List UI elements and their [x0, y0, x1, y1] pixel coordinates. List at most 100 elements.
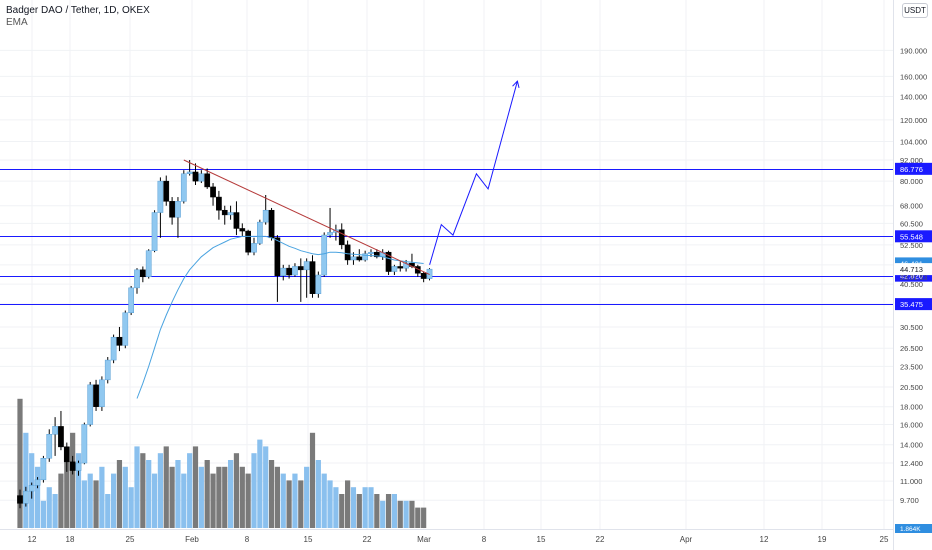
candle[interactable]	[338, 223, 345, 250]
candle[interactable]	[414, 264, 421, 277]
candle[interactable]	[385, 250, 392, 276]
descending-trendline[interactable]	[183, 159, 430, 275]
price-tick-label: 14.000	[900, 441, 923, 450]
candle[interactable]	[292, 263, 298, 277]
date-tick-label: 22	[363, 535, 372, 544]
volume-bar	[345, 480, 351, 528]
candle[interactable]	[134, 268, 140, 294]
candle[interactable]	[81, 422, 88, 465]
candle[interactable]	[379, 249, 386, 260]
candle[interactable]	[227, 205, 234, 220]
candle[interactable]	[157, 177, 164, 238]
candle[interactable]	[110, 334, 117, 364]
candle[interactable]	[280, 264, 287, 281]
candle[interactable]	[163, 175, 170, 206]
candle[interactable]	[391, 264, 398, 276]
candle[interactable]	[321, 232, 328, 277]
candle[interactable]	[239, 223, 246, 237]
candle[interactable]	[420, 271, 427, 283]
candle[interactable]	[309, 255, 316, 298]
volume-bar	[122, 466, 128, 528]
candle[interactable]	[69, 455, 76, 475]
candle[interactable]	[93, 379, 99, 411]
candle[interactable]	[221, 205, 228, 225]
candle[interactable]	[104, 357, 111, 384]
candle[interactable]	[233, 201, 240, 236]
date-tick-label: 12	[760, 535, 769, 544]
symbol-title[interactable]: Badger DAO / Tether, 1D, OKEX	[6, 5, 150, 16]
candle[interactable]	[17, 489, 23, 509]
candle-body	[145, 250, 152, 278]
candle[interactable]	[28, 482, 35, 499]
chart-legend[interactable]: Badger DAO / Tether, 1D, OKEX EMA	[6, 5, 150, 29]
projection-arrow-path[interactable]	[429, 80, 518, 265]
volume-bar	[245, 473, 251, 528]
volume-bar	[93, 480, 99, 528]
candle-body	[40, 458, 47, 481]
candle[interactable]	[245, 229, 252, 256]
volume-tag-bg	[895, 524, 932, 533]
candle[interactable]	[274, 235, 281, 302]
time-axis[interactable]: 12 18 25 Feb 8 15 22 Mar 8 15 22 Apr 12 19 25	[28, 535, 889, 544]
candle[interactable]	[251, 237, 257, 256]
price-tick-label: 190.000	[900, 46, 927, 55]
price-tick-label: 52.500	[900, 241, 923, 250]
candle-body	[274, 237, 281, 276]
candle[interactable]	[99, 376, 105, 411]
candle[interactable]	[286, 264, 292, 279]
indicator-label[interactable]: EMA	[6, 17, 28, 28]
candle[interactable]	[210, 183, 216, 206]
volume-bar	[368, 487, 374, 528]
candle[interactable]	[333, 224, 339, 241]
candle[interactable]	[122, 310, 129, 349]
candle[interactable]	[140, 266, 146, 283]
candle[interactable]	[116, 326, 123, 352]
candle-body	[216, 196, 222, 211]
candlesticks[interactable]	[17, 160, 433, 509]
candle[interactable]	[46, 429, 53, 462]
candle-body	[251, 243, 257, 253]
candle[interactable]	[192, 163, 199, 185]
candle[interactable]	[151, 210, 158, 253]
candle[interactable]	[327, 207, 333, 238]
candle[interactable]	[362, 250, 368, 262]
candle[interactable]	[23, 486, 29, 507]
candle[interactable]	[58, 410, 64, 451]
candle[interactable]	[180, 170, 187, 204]
candle[interactable]	[268, 207, 275, 241]
candle-body	[327, 232, 333, 236]
candle[interactable]	[262, 194, 269, 225]
candle[interactable]	[75, 460, 82, 476]
candle[interactable]	[397, 261, 404, 272]
candle[interactable]	[297, 258, 304, 302]
candle[interactable]	[52, 417, 58, 456]
candle[interactable]	[128, 285, 135, 316]
horizontal-levels[interactable]	[0, 80, 893, 305]
candle[interactable]	[34, 477, 41, 489]
volume-bar	[175, 460, 181, 528]
candle[interactable]	[356, 249, 363, 262]
candle[interactable]	[303, 258, 310, 298]
candle[interactable]	[257, 219, 263, 245]
candle[interactable]	[175, 197, 181, 238]
currency-button[interactable]: USDT	[902, 3, 928, 18]
candle[interactable]	[63, 442, 70, 472]
candle[interactable]	[216, 190, 222, 220]
candle[interactable]	[87, 381, 94, 427]
candle[interactable]	[40, 455, 47, 483]
candle-body	[198, 173, 205, 182]
level-tag-bg	[895, 162, 932, 175]
volume-bar	[140, 453, 146, 528]
volume-bar	[315, 460, 321, 528]
candle[interactable]	[198, 170, 205, 184]
candle-body	[233, 212, 240, 229]
date-tick-label: 18	[66, 535, 75, 544]
candle[interactable]	[169, 197, 175, 225]
candle[interactable]	[145, 249, 152, 279]
candle[interactable]	[204, 168, 211, 189]
candle[interactable]	[315, 271, 322, 298]
candle[interactable]	[374, 249, 380, 259]
candle[interactable]	[344, 240, 351, 265]
candle-body	[315, 274, 322, 294]
